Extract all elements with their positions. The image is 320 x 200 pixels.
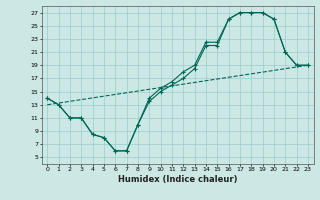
X-axis label: Humidex (Indice chaleur): Humidex (Indice chaleur) bbox=[118, 175, 237, 184]
